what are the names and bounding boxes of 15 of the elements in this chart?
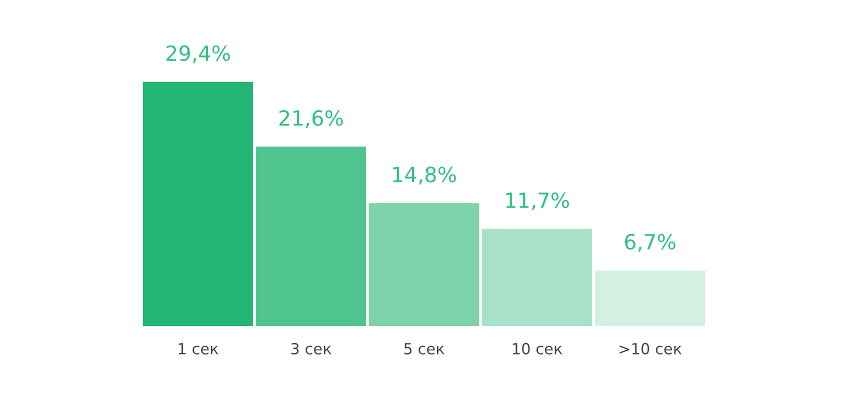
data-label: 29,4% [166,45,230,64]
x-tick-label: 10 сек [513,342,562,354]
data-label: 14,8% [393,166,456,185]
bar [143,82,253,326]
x-tick-label: 5 сек [404,343,444,354]
bar [482,228,592,326]
data-label: 21,6% [279,110,343,128]
data-label: 11,7% [506,192,569,210]
bar [256,146,366,326]
bar [595,270,705,326]
data-label: 6,7% [625,234,676,252]
x-tick-label: 3 сек [291,342,332,354]
bar [369,203,479,326]
x-tick-label: 1 сек [178,343,218,354]
x-tick-label: >10 сек [620,342,682,354]
